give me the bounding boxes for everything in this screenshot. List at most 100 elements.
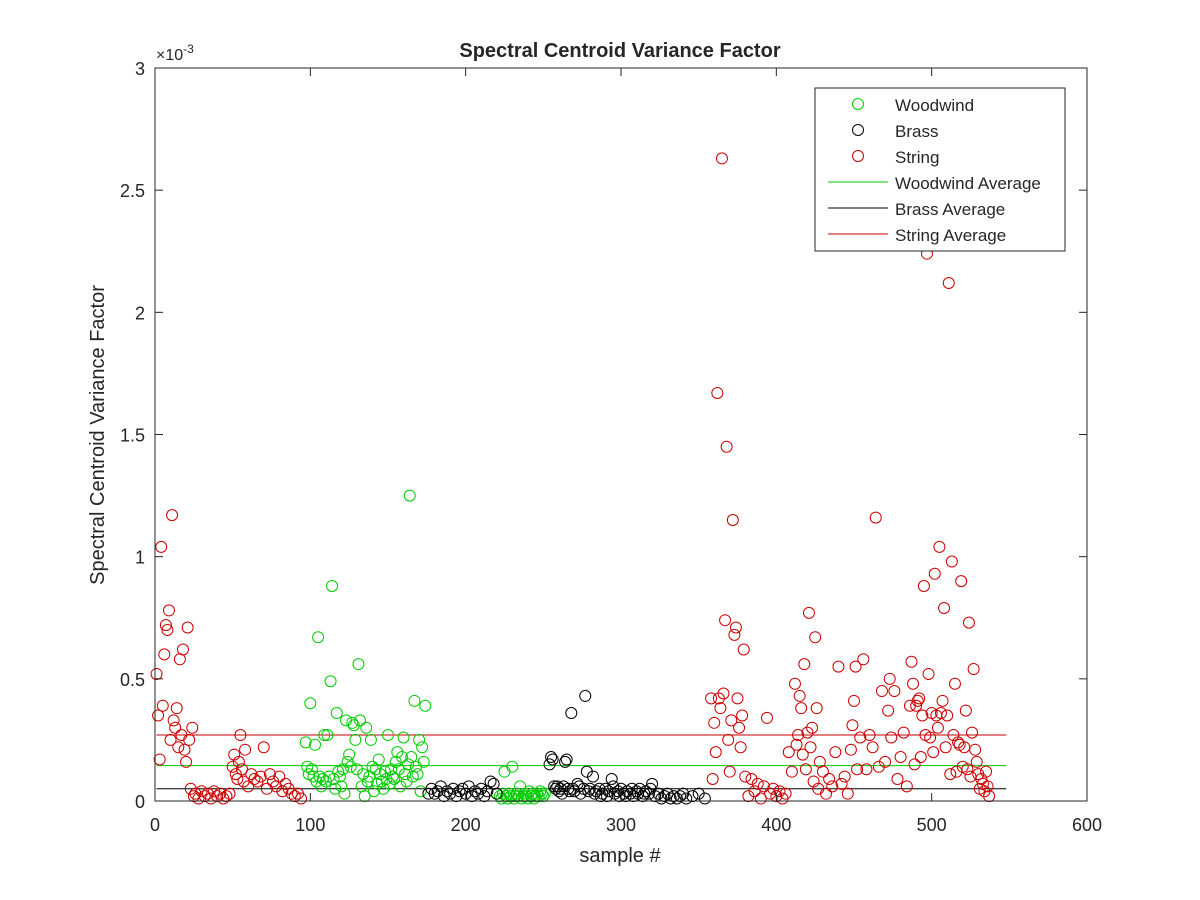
woodwind-point-67	[403, 489, 416, 502]
string-point-171	[936, 694, 949, 707]
chart-title: Spectral Centroid Variance Factor	[459, 40, 780, 62]
string-point-91	[754, 792, 767, 805]
string-point-10	[166, 509, 179, 522]
string-point-134	[857, 653, 870, 666]
string-point-165	[927, 746, 940, 759]
string-point-51	[257, 741, 270, 754]
woodwind-point-30	[346, 716, 359, 729]
string-point-97	[773, 785, 786, 798]
string-point-84	[736, 709, 749, 722]
string-point-0	[150, 667, 163, 680]
woodwind-point-35	[354, 714, 367, 727]
woodwind-point-105	[535, 787, 548, 800]
x-tick-label-2: 200	[451, 815, 481, 835]
y-tick-label-3: 1.5	[120, 426, 145, 446]
string-point-64	[705, 692, 718, 705]
string-point-39	[229, 768, 242, 781]
string-point-200	[981, 780, 994, 793]
string-point-23	[186, 721, 199, 734]
woodwind-point-20	[330, 707, 343, 720]
woodwind-point-0	[299, 736, 312, 749]
string-point-158	[916, 709, 929, 722]
string-point-147	[894, 751, 907, 764]
string-point-38	[228, 748, 241, 761]
brass-point-84	[667, 790, 680, 803]
string-point-178	[947, 729, 960, 742]
string-point-152	[907, 677, 920, 690]
legend-label-woodwind-average: Woodwind Average	[895, 174, 1041, 193]
brass-point-81	[658, 790, 671, 803]
string-point-105	[793, 689, 806, 702]
brass-point-34	[560, 753, 573, 766]
string-point-48	[248, 773, 261, 786]
string-point-78	[726, 514, 739, 527]
string-point-9	[164, 733, 177, 746]
string-point-145	[888, 685, 901, 698]
string-point-12	[169, 721, 182, 734]
woodwind-point-72	[411, 768, 424, 781]
string-point-28	[198, 790, 211, 803]
string-point-61	[288, 790, 301, 803]
string-point-154	[910, 699, 923, 712]
string-point-43	[235, 763, 248, 776]
legend-label-string-average: String Average	[895, 226, 1006, 245]
woodwind-point-107	[538, 787, 551, 800]
brass-point-83	[664, 792, 677, 805]
brass-point-30	[554, 782, 567, 795]
string-point-53	[263, 768, 276, 781]
brass-point-22	[490, 787, 503, 800]
woodwind-point-34	[352, 658, 365, 671]
string-point-196	[975, 773, 988, 786]
legend-label-brass: Brass	[895, 122, 938, 141]
string-point-126	[838, 770, 851, 783]
string-point-46	[242, 780, 255, 793]
string-point-170	[934, 707, 947, 720]
string-point-191	[967, 663, 980, 676]
brass-point-78	[649, 790, 662, 803]
woodwind-point-9	[313, 770, 326, 783]
string-point-99	[779, 787, 792, 800]
brass-point-6	[441, 785, 454, 798]
string-point-115	[809, 631, 822, 644]
string-point-130	[848, 694, 860, 707]
string-point-69	[712, 692, 725, 705]
woodwind-point-70	[408, 694, 421, 707]
string-point-128	[844, 743, 857, 756]
string-point-82	[733, 721, 746, 734]
string-point-104	[792, 729, 805, 742]
string-point-175	[942, 277, 955, 290]
woodwind-point-25	[338, 787, 351, 800]
legend-marker-brass	[852, 124, 864, 136]
string-point-74	[720, 440, 733, 453]
string-point-11	[167, 714, 180, 727]
string-point-141	[879, 755, 892, 768]
string-point-4	[156, 699, 169, 712]
string-point-187	[961, 763, 974, 776]
string-point-106	[795, 702, 808, 715]
brass-point-17	[475, 782, 488, 795]
string-point-18	[178, 743, 191, 756]
string-point-67	[709, 746, 722, 759]
x-tick-label-6: 600	[1072, 815, 1102, 835]
string-point-13	[170, 702, 183, 715]
brass-point-26	[548, 780, 561, 793]
string-point-92	[757, 780, 770, 793]
string-point-136	[863, 729, 876, 742]
legend-box	[814, 87, 1066, 252]
string-point-90	[751, 777, 764, 790]
legend-label-string: String	[895, 148, 939, 167]
string-point-192	[969, 743, 982, 756]
woodwind-point-57	[388, 773, 401, 786]
woodwind-point-102	[531, 787, 544, 800]
string-point-19	[180, 755, 193, 768]
woodwind-point-73	[413, 733, 426, 746]
string-point-85	[737, 643, 750, 656]
brass-point-91	[698, 792, 711, 805]
woodwind-point-10	[315, 780, 328, 793]
string-point-110	[801, 726, 814, 739]
woodwind-point-32	[349, 733, 362, 746]
string-point-108	[798, 658, 811, 671]
string-point-172	[938, 601, 951, 614]
string-point-132	[851, 763, 864, 776]
